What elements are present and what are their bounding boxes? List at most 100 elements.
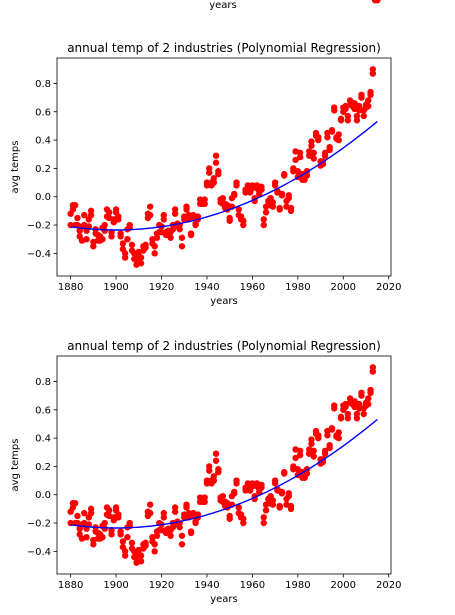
data-point	[115, 216, 122, 223]
data-point	[344, 410, 352, 418]
data-point	[303, 172, 311, 179]
data-point	[369, 364, 377, 371]
y-axis-label: avg temps	[10, 439, 21, 492]
data-point	[119, 538, 127, 545]
data-point	[167, 532, 174, 539]
data-point	[278, 190, 286, 198]
y-tick-label: −0.4	[27, 547, 51, 558]
data-point	[278, 488, 286, 496]
data-point	[262, 507, 270, 514]
data-point	[260, 514, 267, 521]
data-point	[178, 243, 186, 250]
data-point	[308, 142, 315, 149]
y-tick-label: −0.2	[27, 221, 51, 232]
data-point	[101, 227, 108, 234]
data-point	[146, 203, 154, 210]
plot-frame	[56, 355, 392, 575]
data-point	[212, 457, 220, 464]
x-tick-label: 2000	[331, 282, 356, 293]
data-point	[353, 410, 361, 418]
data-point	[308, 440, 315, 447]
x-tick-label: 2020	[376, 282, 401, 293]
data-point	[328, 126, 336, 134]
data-point	[181, 216, 188, 223]
plot-frame	[56, 57, 392, 277]
data-point	[137, 552, 145, 559]
data-point	[258, 183, 265, 191]
data-point	[106, 507, 113, 514]
data-point	[192, 221, 199, 229]
data-point	[160, 216, 167, 223]
y-tick-label: 0.8	[35, 377, 51, 388]
data-point	[115, 514, 122, 521]
data-point	[285, 490, 292, 497]
data-point	[287, 502, 295, 510]
x-tick-label: 1960	[240, 580, 265, 591]
y-tick-label: 0.0	[35, 192, 51, 203]
data-point	[178, 541, 186, 548]
data-point	[337, 413, 345, 421]
data-point	[212, 450, 220, 457]
data-point	[315, 134, 322, 141]
y-tick-label: 0.2	[35, 164, 51, 175]
y-tick-label: −0.2	[27, 519, 51, 530]
data-point	[285, 192, 292, 199]
data-point	[335, 429, 342, 436]
data-point	[151, 243, 158, 250]
data-point	[187, 528, 195, 535]
data-point	[271, 179, 279, 186]
data-point	[201, 498, 208, 506]
data-point	[183, 501, 190, 508]
data-point	[137, 260, 145, 267]
data-point	[124, 533, 131, 541]
data-point	[235, 504, 242, 511]
data-point	[303, 470, 311, 477]
data-point	[240, 515, 247, 522]
data-point	[117, 230, 124, 237]
data-point	[87, 509, 95, 517]
data-point	[121, 548, 129, 555]
y-tick-label: 0.6	[35, 405, 51, 416]
data-point	[83, 235, 90, 243]
data-point	[171, 210, 179, 217]
data-point	[151, 541, 158, 548]
data-point	[269, 199, 277, 206]
data-point	[176, 226, 183, 233]
x-tick-label: 1880	[58, 282, 83, 293]
data-point	[74, 512, 81, 520]
data-point	[321, 152, 329, 159]
data-point	[99, 235, 106, 243]
data-point	[212, 159, 220, 166]
data-point	[206, 169, 213, 176]
data-point	[269, 497, 277, 504]
regression-curve	[70, 418, 378, 529]
x-tick-label: 1900	[103, 580, 128, 591]
data-point	[360, 112, 367, 120]
data-point	[212, 152, 220, 159]
data-point	[87, 211, 95, 219]
x-axis-label: years	[210, 594, 238, 605]
data-point	[296, 153, 304, 161]
chart-title: annual temp of 2 industries (Polynomial …	[67, 339, 381, 353]
data-point	[121, 250, 129, 257]
top-caption: years	[209, 0, 237, 11]
data-point	[226, 214, 233, 222]
data-point	[106, 209, 113, 216]
data-point	[287, 204, 295, 212]
data-point	[101, 525, 108, 532]
data-point	[310, 447, 317, 455]
data-point	[151, 548, 158, 555]
data-point	[210, 175, 217, 182]
data-point	[335, 136, 342, 144]
x-tick-label: 1900	[103, 282, 128, 293]
data-point	[328, 424, 336, 432]
data-point	[142, 244, 149, 251]
data-point	[262, 209, 270, 216]
y-tick-label: 0.6	[35, 107, 51, 118]
chart-title: annual temp of 2 industries (Polynomial …	[67, 41, 381, 55]
data-point	[81, 509, 88, 517]
y-tick-label: 0.4	[35, 434, 51, 445]
data-point	[215, 466, 222, 473]
data-point	[71, 202, 79, 209]
data-point	[71, 500, 79, 507]
